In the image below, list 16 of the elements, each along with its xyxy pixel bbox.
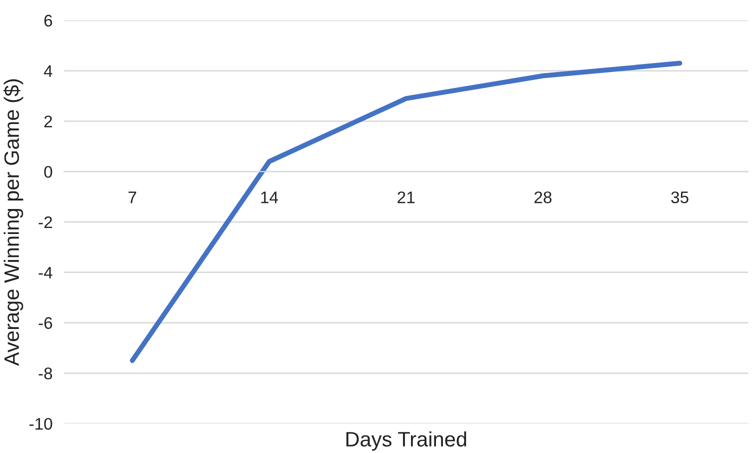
y-tick-label: -2 [38,216,52,228]
y-tick-label: -6 [38,317,52,329]
y-tick-label: 6 [44,14,52,27]
y-tick-label: -8 [38,368,52,380]
y-tick-label: -10 [29,418,52,430]
x-tick-label: 14 [261,192,278,204]
x-tick-label: 21 [398,191,415,204]
y-tick-label: 2 [44,116,52,128]
y-axis-title: Average Winning per Game ($) [3,79,24,366]
x-tick-label: 28 [534,191,552,204]
x-axis-title: Days Trained [346,431,466,451]
x-tick-label: 7 [128,192,136,204]
x-tick-label: 35 [671,191,688,204]
y-tick-label: 0 [44,166,52,178]
y-tick-label: 4 [44,65,52,77]
y-tick-label: -4 [38,266,52,278]
